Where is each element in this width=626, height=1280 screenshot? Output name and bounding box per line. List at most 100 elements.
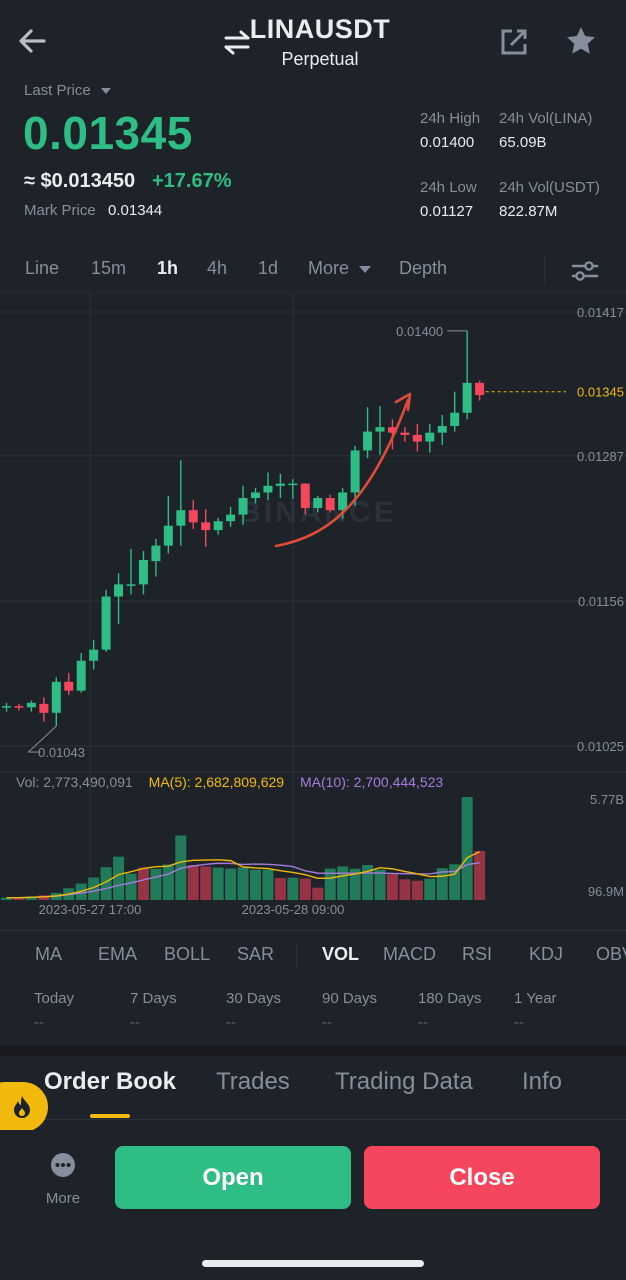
more-button[interactable]: More [30, 1150, 96, 1210]
low-marker-label: 0.01043 [38, 745, 85, 760]
volume-bar [1, 897, 12, 900]
candle-body [126, 584, 136, 586]
perf-7d-value: -- [130, 1014, 140, 1031]
tabs-bottom-border [0, 1119, 626, 1120]
candle-body [437, 426, 447, 433]
back-icon[interactable] [14, 24, 50, 58]
candle-body [462, 382, 472, 413]
perf-90d-value: -- [322, 1014, 332, 1031]
ind-macd[interactable]: MACD [383, 944, 436, 964]
tab-trading-data[interactable]: Trading Data [335, 1068, 473, 1095]
tab-order-book[interactable]: Order Book [44, 1068, 177, 1095]
candle-body [64, 681, 74, 691]
close-button[interactable]: Close [364, 1146, 600, 1209]
more-label: More [45, 1190, 81, 1207]
indicator-divider [296, 942, 297, 968]
tab-trades[interactable]: Trades [216, 1068, 290, 1095]
ind-ema[interactable]: EMA [98, 944, 138, 964]
perf-90d-label: 90 Days [322, 990, 378, 1007]
tf-15m[interactable]: 15m [91, 258, 127, 278]
candle-body [400, 432, 410, 435]
change-percent: +17.67% [152, 170, 232, 192]
volume-bar [424, 878, 436, 900]
tf-4h[interactable]: 4h [207, 258, 228, 278]
last-price: 0.01345 [23, 107, 193, 159]
dropdown-caret-icon [100, 88, 111, 95]
vol-lina-label: 24h Vol(LINA) [499, 110, 593, 127]
tf-1d[interactable]: 1d [258, 258, 279, 278]
last-price-tag-bg [566, 381, 626, 402]
vol-ma10: MA(10): 2,700,444,523 [299, 774, 444, 790]
candle-body [76, 660, 86, 691]
volume-bar [125, 873, 137, 900]
chart-settings-icon[interactable] [570, 258, 600, 284]
annotation-arrow [274, 398, 410, 548]
volume-ma5-line [6, 851, 480, 899]
ind-kdj[interactable]: KDJ [529, 944, 564, 964]
tf-1h[interactable]: 1h [157, 258, 179, 278]
volume-bar [212, 867, 224, 900]
price-axis-label: 0.01417 [577, 305, 624, 320]
tf-line[interactable]: Line [25, 258, 60, 278]
ind-boll[interactable]: BOLL [164, 944, 211, 964]
tf-more[interactable]: More [308, 258, 372, 279]
volume-ma10-line [6, 862, 480, 899]
perf-7d-label: 7 Days [130, 990, 177, 1007]
open-button[interactable]: Open [115, 1146, 351, 1209]
mark-price: 0.01344 [108, 202, 163, 219]
last-price-tag: 0.01345 [577, 385, 624, 400]
price-axis-label: 0.01025 [577, 739, 624, 754]
favorite-star-icon[interactable] [564, 24, 598, 58]
candle-body [151, 545, 161, 562]
contract-type: Perpetual [281, 49, 359, 69]
perf-180d-value: -- [418, 1014, 428, 1031]
candle-body [325, 498, 335, 511]
ind-vol[interactable]: VOL [322, 944, 360, 964]
fire-icon [14, 1096, 30, 1118]
candle-body [226, 514, 236, 522]
candle-body [412, 434, 422, 442]
ind-sar[interactable]: SAR [237, 944, 275, 964]
low-value: 0.01127 [420, 203, 474, 220]
volume-bar [13, 897, 25, 900]
candle-body [275, 483, 285, 486]
candle-body [201, 522, 211, 531]
candle-body [51, 681, 61, 713]
indicator-bar-top-border [0, 930, 626, 931]
last-price-label[interactable]: Last Price [24, 82, 111, 99]
perf-180d-label: 180 Days [418, 990, 482, 1007]
ind-ma[interactable]: MA [35, 944, 62, 964]
vol-value: Vol: 2,773,490,091 [16, 774, 133, 790]
candle-body [387, 427, 397, 433]
volume-bar [137, 867, 149, 900]
volume-bar [225, 868, 237, 900]
swap-icon[interactable] [222, 28, 252, 56]
tab-active-indicator [90, 1114, 130, 1118]
tab-info[interactable]: Info [522, 1068, 563, 1095]
volume-bar [299, 878, 311, 900]
low-label: 24h Low [420, 179, 477, 196]
floating-fire-button[interactable] [0, 1082, 48, 1132]
ind-obv[interactable]: OBV [596, 944, 626, 964]
vol-usdt-label: 24h Vol(USDT) [499, 179, 600, 196]
volume-bar [274, 878, 286, 900]
candle-body [114, 584, 124, 597]
volume-bar [237, 867, 249, 900]
ind-rsi[interactable]: RSI [462, 944, 493, 964]
volume-bar [262, 869, 274, 900]
volume-bar [88, 877, 100, 900]
candle-body [450, 412, 460, 427]
section-gap [0, 1046, 626, 1056]
kline-chart[interactable]: 0.014170.012870.011560.01025BINANCE0.014… [0, 292, 626, 930]
perf-1y-label: 1 Year [514, 990, 557, 1007]
vol-usdt-value: 822.87M [499, 203, 558, 220]
volume-bar [312, 887, 324, 900]
symbol-title[interactable]: LINAUSDT Perpetual [160, 14, 480, 70]
time-axis-label: 2023-05-28 09:00 [242, 902, 345, 917]
tf-depth[interactable]: Depth [399, 258, 448, 278]
usd-value: ≈ $0.013450 [24, 170, 136, 192]
candle-body [188, 510, 198, 523]
perf-today-value: -- [34, 1014, 44, 1031]
candle-body [251, 492, 260, 498]
share-icon[interactable] [498, 26, 530, 58]
